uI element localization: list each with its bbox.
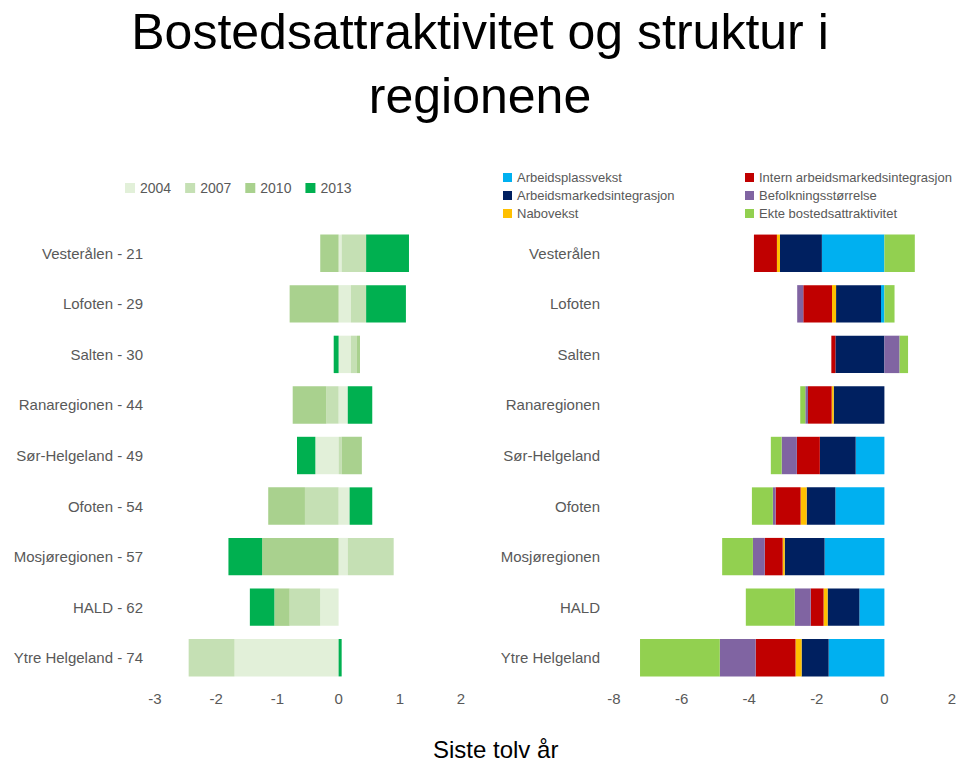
svg-text:-6: -6 bbox=[675, 690, 688, 707]
svg-text:Befolkningsstørrelse: Befolkningsstørrelse bbox=[759, 188, 877, 203]
svg-text:HALD: HALD bbox=[560, 599, 600, 616]
svg-text:0: 0 bbox=[880, 690, 888, 707]
svg-text:Arbeidsplassvekst: Arbeidsplassvekst bbox=[517, 170, 622, 185]
svg-text:-3: -3 bbox=[148, 690, 161, 707]
svg-text:HALD - 62: HALD - 62 bbox=[73, 599, 143, 616]
svg-text:Salten - 30: Salten - 30 bbox=[70, 346, 143, 363]
html-text:Bostedsattraktivitet og strukt: Bostedsattraktivitet og struktur i regio… bbox=[131, 4, 829, 124]
svg-text:Lofoten: Lofoten bbox=[550, 295, 600, 312]
svg-text:Nabovekst: Nabovekst bbox=[517, 206, 579, 221]
svg-text:-2: -2 bbox=[810, 690, 823, 707]
svg-text:Vesterålen - 21: Vesterålen - 21 bbox=[42, 245, 143, 262]
svg-text:Ranaregionen: Ranaregionen bbox=[506, 396, 600, 413]
svg-text:2007: 2007 bbox=[200, 180, 231, 196]
svg-text:0: 0 bbox=[334, 690, 342, 707]
svg-text:Siste tolv år: Siste tolv år bbox=[433, 736, 558, 763]
svg-text:Vesterålen: Vesterålen bbox=[529, 245, 600, 262]
svg-text:Ranaregionen - 44: Ranaregionen - 44 bbox=[19, 396, 143, 413]
svg-text:Lofoten - 29: Lofoten - 29 bbox=[63, 295, 143, 312]
svg-text:1: 1 bbox=[396, 690, 404, 707]
svg-text:2013: 2013 bbox=[320, 180, 351, 196]
svg-text:Mosjøregionen: Mosjøregionen bbox=[501, 548, 600, 565]
svg-text:Sør-Helgeland - 49: Sør-Helgeland - 49 bbox=[16, 447, 143, 464]
svg-text:Ytre Helgeland: Ytre Helgeland bbox=[501, 649, 600, 666]
svg-text:Arbeidsmarkedsintegrasjon: Arbeidsmarkedsintegrasjon bbox=[517, 188, 675, 203]
svg-text:-1: -1 bbox=[271, 690, 284, 707]
svg-text:Intern arbeidsmarkedsintegrasj: Intern arbeidsmarkedsintegrasjon bbox=[759, 170, 952, 185]
svg-text:-8: -8 bbox=[607, 690, 620, 707]
svg-text:2004: 2004 bbox=[140, 180, 171, 196]
svg-text:Salten: Salten bbox=[557, 346, 600, 363]
svg-text:Ofoten - 54: Ofoten - 54 bbox=[68, 498, 143, 515]
svg-text:-2: -2 bbox=[210, 690, 223, 707]
svg-text:Ofoten: Ofoten bbox=[555, 498, 600, 515]
svg-text:-4: -4 bbox=[743, 690, 756, 707]
svg-text:2: 2 bbox=[948, 690, 956, 707]
svg-text:Ytre Helgeland - 74: Ytre Helgeland - 74 bbox=[14, 649, 143, 666]
svg-text:Mosjøregionen - 57: Mosjøregionen - 57 bbox=[14, 548, 143, 565]
svg-text:2: 2 bbox=[457, 690, 465, 707]
svg-text:2010: 2010 bbox=[260, 180, 291, 196]
svg-text:Sør-Helgeland: Sør-Helgeland bbox=[503, 447, 600, 464]
svg-text:Ekte bostedsattraktivitet: Ekte bostedsattraktivitet bbox=[759, 206, 897, 221]
